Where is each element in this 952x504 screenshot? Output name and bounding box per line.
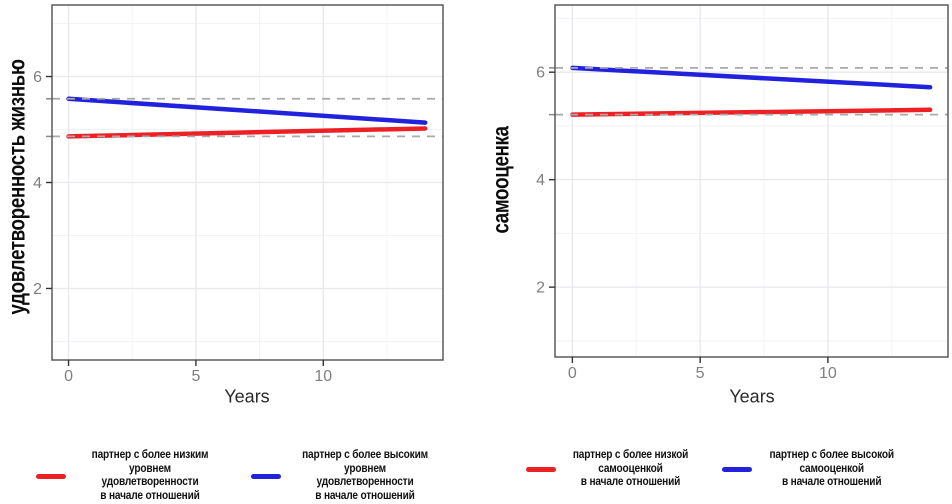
legend-item-low: партнер с более низким уровнем удовлетво… bbox=[36, 449, 225, 503]
legend-item-high: партнер с более высокой самооценкой в на… bbox=[721, 449, 902, 490]
chart-self-esteem: 2 4 6 0 5 10 самооценка Years партнер с более… bbox=[476, 0, 952, 504]
legend-key-red bbox=[36, 473, 66, 479]
svg-text:5: 5 bbox=[191, 368, 200, 385]
legend-self-esteem: партнер с более низкой самооценкой в нач… bbox=[476, 449, 952, 490]
plot-panel-life-satisfaction: 2 4 6 0 5 10 bbox=[33, 4, 444, 385]
y-axis-title-life-satisfaction: удовлетворенность жизнью bbox=[3, 59, 30, 315]
legend-key-red bbox=[525, 466, 556, 472]
svg-text:10: 10 bbox=[314, 368, 332, 385]
svg-text:2: 2 bbox=[33, 281, 42, 298]
svg-text:4: 4 bbox=[33, 175, 42, 192]
legend-label-high: партнер с более высоким уровнем удовлетв… bbox=[302, 449, 428, 502]
legend-key-blue bbox=[721, 466, 752, 472]
legend-item-high: партнер с более высоким уровнем удовлетв… bbox=[251, 449, 440, 503]
x-axis-title-years: Years bbox=[224, 386, 270, 407]
legend-label-high: партнер с более высокой самооценкой в на… bbox=[769, 449, 894, 489]
plot-panel-self-esteem: 2 4 6 0 5 10 bbox=[536, 4, 949, 382]
legend-item-low: партнер с более низкой самооценкой в нач… bbox=[525, 449, 696, 490]
chart-life-satisfaction: 2 4 6 0 5 10 удовлетворенность жизнью Years п… bbox=[0, 4, 476, 503]
legend-key-blue bbox=[251, 473, 281, 479]
legend-label-low: партнер с более низкой самооценкой в нач… bbox=[572, 449, 688, 489]
svg-text:6: 6 bbox=[33, 69, 42, 86]
svg-text:2: 2 bbox=[536, 280, 545, 297]
svg-text:10: 10 bbox=[819, 365, 837, 382]
svg-text:0: 0 bbox=[64, 368, 73, 385]
legend-life-satisfaction: партнер с более низким уровнем удовлетво… bbox=[0, 449, 476, 503]
y-axis-title-self-esteem: самооценка bbox=[487, 126, 514, 234]
svg-text:6: 6 bbox=[536, 65, 545, 82]
svg-text:0: 0 bbox=[568, 365, 577, 382]
svg-text:5: 5 bbox=[696, 365, 705, 382]
legend-label-low: партнер с более низким уровнем удовлетво… bbox=[91, 449, 209, 502]
svg-text:4: 4 bbox=[536, 172, 545, 189]
x-axis-title-years: Years bbox=[729, 386, 775, 407]
